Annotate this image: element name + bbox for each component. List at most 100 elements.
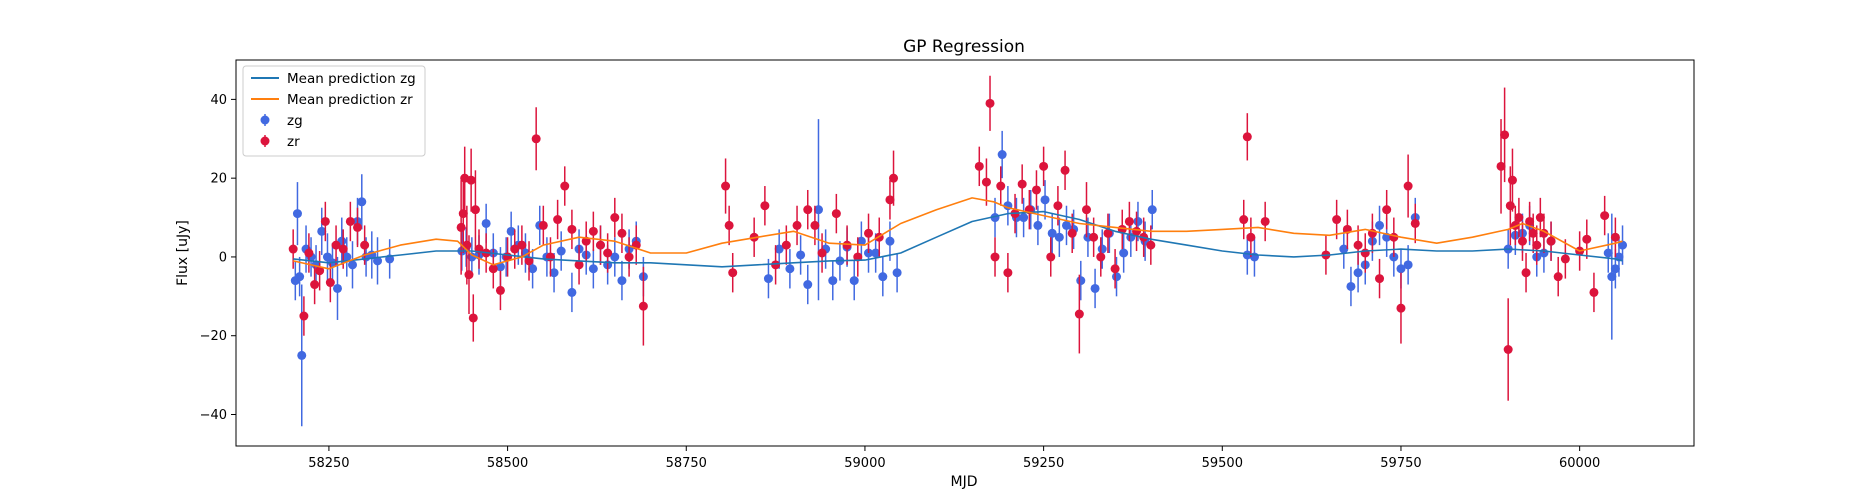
point-zg (1353, 268, 1363, 278)
point-zr (1067, 228, 1077, 238)
point-zg (528, 264, 538, 274)
point-zg (849, 276, 859, 286)
point-zr (1003, 268, 1013, 278)
point-zr (1546, 236, 1556, 246)
y-axis: −40 −20 0 20 40 (200, 93, 236, 423)
legend-label-zr-points: zr (287, 134, 300, 150)
point-zg (1090, 283, 1100, 293)
point-zr (885, 195, 895, 205)
x-axis: 58250 58500 58750 59000 59250 59500 59750 60000 (308, 446, 1600, 471)
point-zg (997, 150, 1007, 160)
point-zr (617, 228, 627, 238)
point-zr (842, 240, 852, 250)
point-zr (517, 240, 527, 250)
point-zg (567, 287, 577, 297)
point-zg (892, 268, 902, 278)
point-zr (1396, 303, 1406, 313)
point-zg (1040, 195, 1050, 205)
point-zr (624, 252, 634, 262)
point-zg (828, 276, 838, 286)
point-zr (781, 240, 791, 250)
point-zr (1103, 228, 1113, 238)
series-mean-prediction-zg (293, 210, 1623, 268)
point-zr (1505, 201, 1515, 211)
point-zr (353, 222, 362, 232)
chart-title: GP Regression (903, 37, 1025, 57)
point-zr (1053, 201, 1063, 211)
point-zr (760, 201, 770, 211)
x-tick-label: 59000 (844, 456, 885, 471)
point-zr (1124, 216, 1134, 226)
point-zr (574, 260, 584, 270)
point-zg (1061, 220, 1071, 230)
point-zr (1528, 228, 1538, 238)
point-zr (889, 173, 899, 183)
point-zg (1112, 272, 1122, 282)
point-zr (466, 175, 476, 185)
point-zr (1146, 240, 1156, 250)
point-zg (785, 264, 795, 274)
point-zr (310, 280, 320, 290)
point-zr (1560, 254, 1570, 264)
line-mean-prediction-zr (293, 197, 1623, 270)
y-tick-label: 0 (219, 250, 227, 265)
point-zr (1389, 232, 1399, 242)
point-zg (1610, 264, 1620, 274)
legend-label-zg-points: zg (287, 113, 303, 129)
point-zg (1375, 220, 1385, 230)
point-zg (332, 283, 342, 293)
point-zr (288, 244, 298, 254)
point-zg (1339, 244, 1349, 254)
point-zr (638, 301, 648, 311)
point-zg (317, 226, 327, 236)
point-zr (1514, 213, 1524, 223)
point-zg (1047, 228, 1057, 238)
point-zg (796, 250, 806, 260)
point-zg (1346, 281, 1356, 291)
point-zr (1332, 215, 1342, 225)
point-zg (342, 252, 352, 262)
point-zr (1017, 179, 1027, 189)
point-zr (1496, 161, 1506, 171)
point-zr (1031, 185, 1041, 195)
y-axis-title: Flux [uJy] (175, 220, 191, 286)
point-zr (603, 248, 613, 258)
x-tick-label: 58250 (308, 456, 349, 471)
series-layer (288, 75, 1628, 427)
x-tick-label: 59500 (1202, 456, 1243, 471)
point-zr (1503, 345, 1513, 354)
point-zr (853, 252, 863, 262)
point-zg (322, 252, 332, 262)
point-zg (1054, 232, 1064, 242)
point-zg (763, 274, 773, 284)
point-zg (856, 236, 866, 246)
point-zg (1603, 248, 1613, 258)
point-zr (488, 264, 498, 274)
point-zr (728, 268, 738, 278)
point-zg (871, 248, 881, 258)
point-zr (771, 260, 781, 270)
x-tick-label: 59750 (1380, 456, 1421, 471)
point-zr (1074, 309, 1084, 319)
point-zr (320, 216, 330, 226)
point-zr (560, 181, 570, 191)
point-zr (1382, 205, 1392, 215)
x-tick-label: 60000 (1559, 456, 1600, 471)
legend-label-zr-line: Mean prediction zr (287, 92, 413, 108)
point-zr (1517, 236, 1527, 246)
point-zr (1353, 240, 1363, 250)
point-zg (549, 268, 559, 278)
point-zr (1089, 232, 1099, 242)
point-zr (299, 311, 309, 321)
point-zg (878, 272, 888, 282)
x-tick-label: 58750 (666, 456, 707, 471)
point-zg (347, 260, 357, 270)
point-zr (588, 226, 598, 236)
point-zr (1260, 216, 1270, 226)
point-zr (981, 177, 991, 187)
point-zr (1403, 181, 1413, 191)
point-zr (1039, 161, 1049, 171)
point-zr (464, 270, 474, 280)
point-zg (292, 209, 302, 219)
